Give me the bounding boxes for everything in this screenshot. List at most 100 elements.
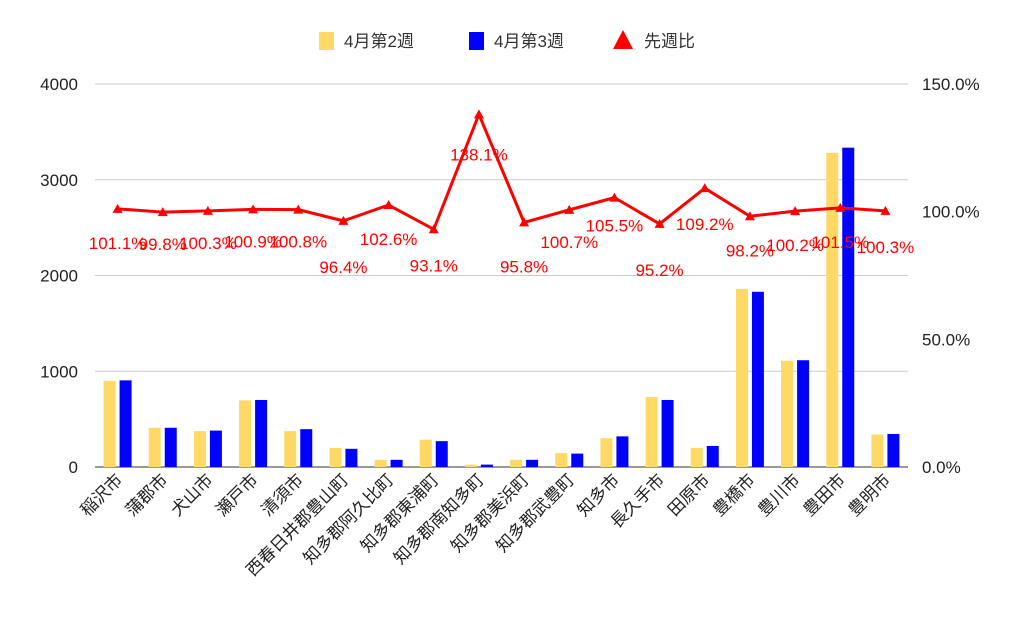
ratio-data-label: 99.8%	[139, 235, 187, 254]
legend-label-series-3: 先週比	[644, 32, 695, 51]
y-left-tick-label: 1000	[40, 362, 78, 381]
bar	[510, 459, 523, 467]
bar	[419, 439, 432, 467]
legend: 4月第2週 4月第3週 先週比	[319, 30, 695, 51]
ratio-data-label: 100.3%	[857, 238, 915, 257]
legend-swatch-series-2	[469, 32, 484, 50]
ratio-point	[835, 202, 846, 212]
ratio-data-label: 105.5%	[586, 217, 644, 236]
ratio-data-label: 100.7%	[540, 233, 598, 252]
bar	[255, 399, 268, 467]
bar	[374, 459, 387, 467]
ratio-data-label: 95.2%	[635, 261, 683, 280]
ratio-data-label: 100.2%	[766, 236, 824, 255]
bar	[797, 360, 810, 467]
ratio-data-label: 95.8%	[500, 257, 548, 276]
ratio-point	[519, 217, 530, 227]
gridlines	[95, 83, 908, 468]
x-tick-label: 犬山市	[167, 470, 216, 519]
bar	[193, 431, 206, 467]
x-tick-label: 豊川市	[754, 470, 803, 519]
x-tick-label: 豊明市	[845, 470, 894, 519]
bar	[751, 291, 764, 467]
ratio-point	[383, 200, 394, 210]
ratio-point	[338, 215, 349, 225]
ratio-data-label: 93.1%	[410, 256, 458, 275]
bar	[781, 360, 794, 467]
ratio-point	[112, 203, 123, 213]
bar	[390, 459, 403, 467]
bar	[842, 147, 855, 467]
bar	[871, 434, 884, 467]
bars	[103, 147, 900, 467]
bar	[119, 380, 132, 467]
legend-label-series-1: 4月第2週	[344, 32, 414, 51]
bar	[329, 447, 342, 467]
ratio-data-label: 101.5%	[811, 233, 869, 252]
bar	[300, 429, 313, 467]
ratio-data-label: 100.9%	[224, 232, 282, 251]
x-tick-label: 豊田市	[800, 470, 849, 519]
data-labels: 101.1%99.8%100.3%100.9%100.8%96.4%102.6%…	[89, 145, 915, 280]
ratio-point	[248, 204, 259, 214]
legend-swatch-series-1	[319, 32, 334, 50]
bar	[435, 441, 448, 467]
ratio-point	[699, 183, 710, 193]
bar	[571, 453, 584, 467]
ratio-point	[473, 109, 484, 119]
ratio-point	[609, 192, 620, 202]
ratio-point	[293, 204, 304, 214]
bar	[616, 436, 629, 467]
y-left-tick-label: 0	[69, 458, 78, 477]
bar	[600, 438, 613, 467]
ratio-data-label: 100.3%	[179, 234, 237, 253]
bar	[826, 152, 839, 467]
bar	[645, 397, 658, 467]
y-left-tick-label: 2000	[40, 267, 78, 286]
ratio-data-label: 101.1%	[89, 234, 147, 253]
ratio-line-path	[117, 112, 886, 231]
y-right-tick-label: 50.0%	[922, 330, 970, 349]
ratio-point	[202, 205, 213, 215]
legend-triangle-icon	[613, 30, 633, 49]
bar	[464, 464, 477, 467]
x-tick-label: 瀬戸市	[212, 470, 261, 519]
bar	[284, 431, 297, 467]
bar	[735, 288, 748, 467]
y-right-tick-label: 100.0%	[922, 203, 980, 222]
ratio-point	[428, 224, 439, 234]
ratio-point	[157, 207, 168, 217]
ratio-point	[880, 205, 891, 215]
ratio-point	[564, 204, 575, 214]
bar	[209, 430, 222, 467]
bar	[555, 453, 568, 467]
x-tick-label: 田原市	[664, 470, 713, 519]
ratio-point	[790, 206, 801, 216]
y-left-tick-label: 4000	[40, 75, 78, 94]
x-tick-label: 豊橋市	[709, 470, 758, 519]
bar	[887, 433, 900, 467]
legend-label-series-2: 4月第3週	[494, 32, 564, 51]
x-tick-label: 蒲郡市	[122, 470, 171, 519]
y-axis-right: 0.0% 50.0% 100.0% 150.0%	[922, 75, 980, 477]
bar	[345, 448, 358, 467]
bar	[706, 445, 719, 467]
ratio-data-label: 102.6%	[360, 230, 418, 249]
ratio-line	[112, 109, 891, 234]
y-right-tick-label: 150.0%	[922, 75, 980, 94]
ratio-data-label: 138.1%	[450, 145, 508, 164]
ratio-data-label: 98.2%	[726, 241, 774, 260]
bar	[661, 399, 674, 467]
ratio-data-label: 109.2%	[676, 215, 734, 234]
y-right-tick-label: 0.0%	[922, 458, 961, 477]
bar	[148, 427, 161, 467]
bar	[239, 400, 252, 467]
ratio-data-label: 100.8%	[269, 233, 327, 252]
bar	[103, 380, 116, 467]
bar	[526, 459, 539, 467]
x-axis: 稲沢市蒲郡市犬山市瀬戸市清須市西春日井郡豊山町知多郡阿久比町知多郡東浦町知多郡南…	[77, 470, 894, 580]
x-tick-label: 稲沢市	[77, 470, 126, 519]
bar	[480, 464, 493, 467]
y-axis-left: 0 1000 2000 3000 4000	[40, 75, 78, 477]
